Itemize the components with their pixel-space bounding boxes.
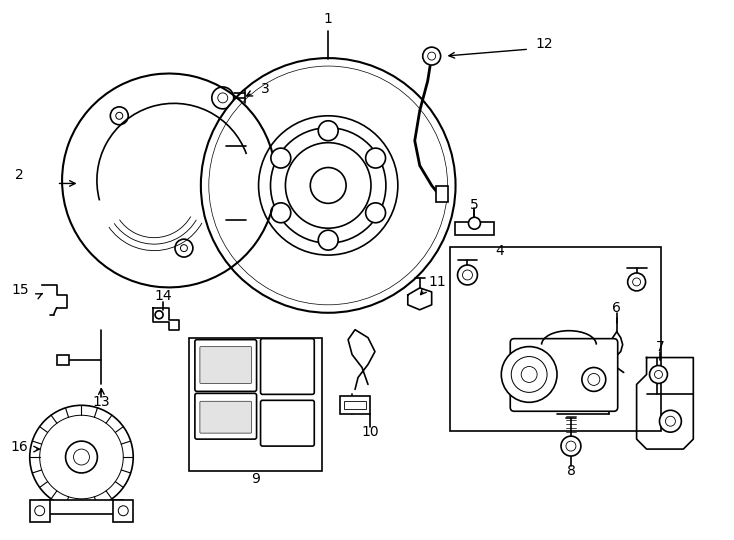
Text: 5: 5 <box>470 198 479 212</box>
FancyBboxPatch shape <box>195 340 257 392</box>
Circle shape <box>588 374 600 386</box>
Circle shape <box>423 47 440 65</box>
Bar <box>340 396 370 414</box>
FancyBboxPatch shape <box>200 401 252 433</box>
Circle shape <box>366 203 385 222</box>
FancyBboxPatch shape <box>510 339 618 411</box>
Text: 10: 10 <box>361 425 379 439</box>
Text: 1: 1 <box>324 12 333 26</box>
Bar <box>189 338 322 471</box>
Circle shape <box>561 436 581 456</box>
Circle shape <box>271 128 386 243</box>
Circle shape <box>428 52 436 60</box>
Circle shape <box>319 230 338 250</box>
Bar <box>344 401 366 409</box>
FancyBboxPatch shape <box>195 393 257 439</box>
Circle shape <box>34 506 45 516</box>
Circle shape <box>73 449 90 465</box>
Circle shape <box>521 367 537 382</box>
Circle shape <box>366 148 385 168</box>
Text: 14: 14 <box>154 289 172 303</box>
Circle shape <box>655 370 663 379</box>
Circle shape <box>258 116 398 255</box>
Circle shape <box>462 270 473 280</box>
Circle shape <box>175 239 193 257</box>
Bar <box>449 247 661 431</box>
Circle shape <box>201 58 456 313</box>
Circle shape <box>628 273 646 291</box>
Circle shape <box>457 265 477 285</box>
Bar <box>40 500 123 514</box>
Circle shape <box>30 406 133 509</box>
Text: 2: 2 <box>15 168 24 183</box>
Circle shape <box>40 415 123 499</box>
Bar <box>454 222 494 235</box>
Text: 16: 16 <box>11 440 29 454</box>
Circle shape <box>501 347 557 402</box>
Circle shape <box>468 217 481 229</box>
Circle shape <box>633 278 641 286</box>
Circle shape <box>286 143 371 228</box>
Circle shape <box>512 356 547 393</box>
Circle shape <box>666 416 675 426</box>
Circle shape <box>118 506 128 516</box>
Text: 13: 13 <box>92 395 110 409</box>
Text: 3: 3 <box>261 82 270 96</box>
FancyBboxPatch shape <box>200 347 252 383</box>
Text: 8: 8 <box>567 464 575 478</box>
Circle shape <box>659 410 681 432</box>
Text: 4: 4 <box>495 244 504 258</box>
FancyBboxPatch shape <box>261 400 314 446</box>
Circle shape <box>271 148 291 168</box>
Circle shape <box>218 93 228 103</box>
Bar <box>57 355 68 365</box>
Circle shape <box>65 441 98 473</box>
Circle shape <box>181 245 187 252</box>
Bar <box>30 500 50 522</box>
Circle shape <box>212 87 233 109</box>
Circle shape <box>310 167 346 204</box>
Circle shape <box>650 366 667 383</box>
Text: 7: 7 <box>656 340 665 354</box>
Bar <box>113 500 133 522</box>
Text: 12: 12 <box>535 37 553 51</box>
Bar <box>436 186 448 202</box>
Circle shape <box>566 441 576 451</box>
Circle shape <box>208 66 448 305</box>
Text: 9: 9 <box>251 472 260 486</box>
Text: 15: 15 <box>11 283 29 297</box>
Circle shape <box>582 368 606 392</box>
Circle shape <box>110 107 128 125</box>
Circle shape <box>319 121 338 140</box>
Text: 6: 6 <box>612 301 621 315</box>
Circle shape <box>116 112 123 119</box>
Text: 11: 11 <box>429 275 446 289</box>
FancyBboxPatch shape <box>261 339 314 394</box>
Circle shape <box>155 311 163 319</box>
Circle shape <box>271 203 291 222</box>
